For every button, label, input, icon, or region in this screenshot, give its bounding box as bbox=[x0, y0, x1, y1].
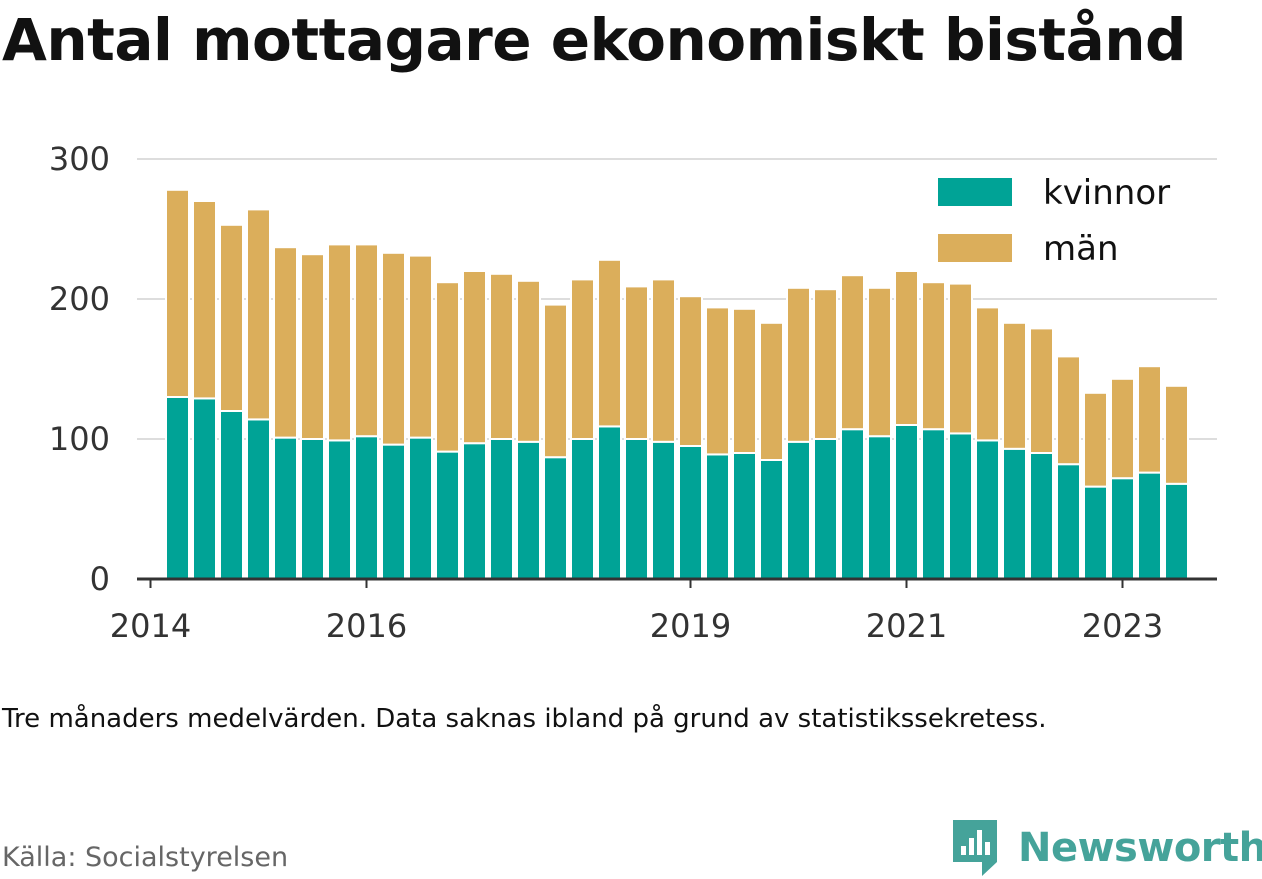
bar-man bbox=[192, 200, 217, 400]
bar-kvinnor bbox=[921, 428, 946, 581]
bar-man bbox=[759, 321, 784, 461]
bar-kvinnor bbox=[597, 425, 622, 580]
bar-chart-logo-icon bbox=[953, 820, 997, 876]
bar-man bbox=[435, 281, 460, 453]
bar-man bbox=[219, 223, 244, 412]
bar-kvinnor bbox=[1083, 485, 1108, 581]
bar-kvinnor bbox=[1002, 447, 1027, 580]
bar-kvinnor bbox=[894, 424, 919, 580]
bar-man bbox=[408, 254, 433, 439]
brand-logo[interactable]: Newsworthy bbox=[950, 818, 1262, 878]
bar-man bbox=[165, 188, 190, 398]
bar-kvinnor bbox=[1056, 463, 1081, 581]
brand-name: Newsworthy bbox=[1018, 825, 1262, 871]
stacked-bar-chart: 0 100 200 300 2014 2016 2019 2021 2023 kvinnor mä… bbox=[49, 140, 1217, 645]
bar-kvinnor bbox=[813, 438, 838, 580]
bar-man bbox=[462, 270, 487, 445]
x-tick-label: 2021 bbox=[866, 607, 947, 645]
legend: kvinnor män bbox=[922, 160, 1190, 278]
x-tick-label: 2019 bbox=[650, 607, 731, 645]
bar-kvinnor bbox=[219, 410, 244, 580]
bar-man bbox=[1083, 391, 1108, 488]
bar-man bbox=[921, 281, 946, 431]
bar-man bbox=[1002, 321, 1027, 450]
x-tick-label: 2014 bbox=[110, 607, 191, 645]
bar-man bbox=[651, 278, 676, 443]
bar-kvinnor bbox=[300, 438, 325, 580]
legend-label: kvinnor bbox=[1043, 173, 1170, 213]
bar-kvinnor bbox=[1110, 477, 1135, 581]
bar-kvinnor bbox=[192, 397, 217, 580]
bar-man bbox=[867, 286, 892, 438]
bar-man bbox=[948, 282, 973, 435]
chart-title: Antal mottagare ekonomiskt bistånd bbox=[2, 6, 1187, 74]
bar-man bbox=[894, 270, 919, 426]
bar-kvinnor bbox=[705, 453, 730, 580]
bar-kvinnor bbox=[570, 438, 595, 580]
bar-man bbox=[489, 272, 514, 440]
bar-man bbox=[705, 306, 730, 456]
bar-kvinnor bbox=[1137, 471, 1162, 581]
y-tick-label: 200 bbox=[49, 280, 110, 318]
bar-kvinnor bbox=[381, 443, 406, 580]
chart-note: Tre månaders medelvärden. Data saknas ib… bbox=[2, 704, 1047, 734]
bar-kvinnor bbox=[732, 452, 757, 580]
bar-man bbox=[543, 303, 568, 459]
bar-man bbox=[327, 243, 352, 442]
bar-man bbox=[624, 285, 649, 440]
bar-kvinnor bbox=[840, 428, 865, 581]
axes: 0 100 200 300 2014 2016 2019 2021 2023 bbox=[49, 140, 1217, 645]
bar-kvinnor bbox=[435, 450, 460, 581]
bar-kvinnor bbox=[678, 445, 703, 580]
bar-kvinnor bbox=[489, 438, 514, 580]
bar-man bbox=[300, 253, 325, 440]
bar-man bbox=[1056, 355, 1081, 466]
x-tick-label: 2016 bbox=[326, 607, 407, 645]
bar-kvinnor bbox=[165, 396, 190, 580]
bar-kvinnor bbox=[867, 435, 892, 581]
bar-kvinnor bbox=[1164, 482, 1189, 580]
bar-man bbox=[516, 279, 541, 443]
bar-kvinnor bbox=[948, 432, 973, 580]
bar-man bbox=[1164, 384, 1189, 485]
x-tick-label: 2023 bbox=[1082, 607, 1163, 645]
y-tick-label: 100 bbox=[49, 420, 110, 458]
y-tick-label: 0 bbox=[90, 560, 110, 598]
bar-kvinnor bbox=[408, 436, 433, 580]
bar-man bbox=[732, 307, 757, 454]
bar-kvinnor bbox=[354, 435, 379, 581]
bar-man bbox=[570, 278, 595, 440]
bar-man bbox=[813, 288, 838, 441]
bar-man bbox=[1137, 365, 1162, 474]
legend-swatch bbox=[938, 234, 1012, 262]
bar-kvinnor bbox=[1029, 452, 1054, 580]
bar-kvinnor bbox=[327, 439, 352, 580]
bar-kvinnor bbox=[462, 442, 487, 581]
bar-kvinnor bbox=[246, 418, 271, 580]
bar-kvinnor bbox=[624, 438, 649, 580]
bars bbox=[165, 188, 1189, 581]
bar-man bbox=[786, 286, 811, 443]
bar-kvinnor bbox=[273, 436, 298, 580]
bar-kvinnor bbox=[759, 459, 784, 580]
bar-man bbox=[1110, 377, 1135, 480]
bar-man bbox=[354, 243, 379, 438]
bar-man bbox=[246, 208, 271, 421]
bar-man bbox=[273, 246, 298, 439]
bar-man bbox=[840, 274, 865, 431]
source-credit: Källa: Socialstyrelsen bbox=[2, 842, 289, 873]
bar-man bbox=[381, 251, 406, 446]
bar-kvinnor bbox=[786, 440, 811, 580]
legend-swatch bbox=[938, 178, 1012, 206]
bar-man bbox=[1029, 327, 1054, 454]
bar-man bbox=[975, 306, 1000, 442]
bar-man bbox=[597, 258, 622, 428]
bar-kvinnor bbox=[975, 439, 1000, 580]
bar-man bbox=[678, 295, 703, 448]
legend-label: män bbox=[1043, 229, 1119, 269]
bar-kvinnor bbox=[543, 456, 568, 581]
bar-kvinnor bbox=[516, 440, 541, 580]
y-tick-label: 300 bbox=[49, 140, 110, 178]
bar-kvinnor bbox=[651, 440, 676, 580]
